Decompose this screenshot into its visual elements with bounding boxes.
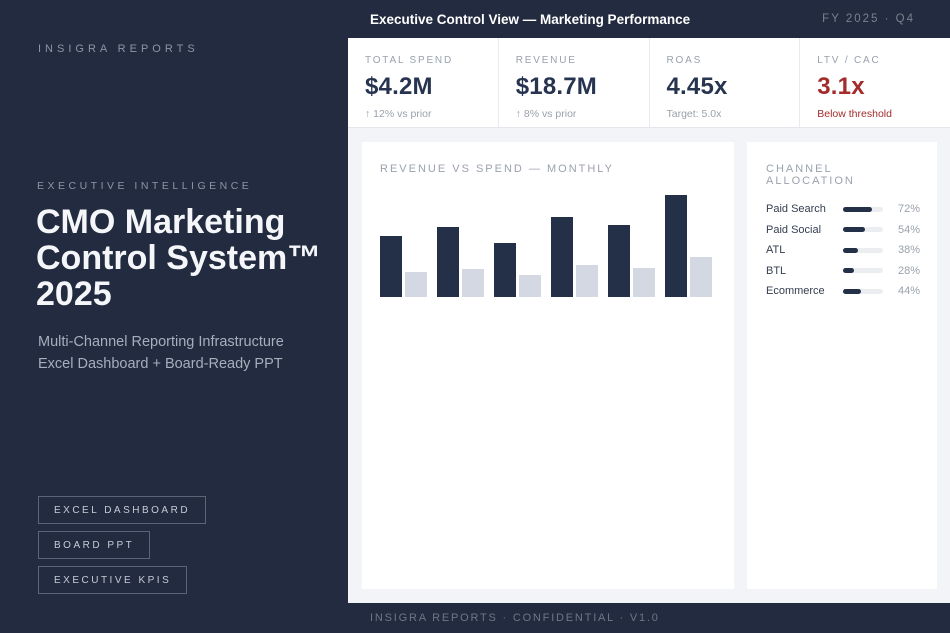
channel-percent: 72% — [897, 203, 920, 215]
footer-text: INSIGRA REPORTS · CONFIDENTIAL · V1.0 — [370, 612, 660, 624]
eyebrow-label: EXECUTIVE INTELLIGENCE — [37, 180, 253, 192]
revenue-bar — [380, 236, 402, 297]
header-period-badge: FY 2025 · Q4 — [822, 13, 915, 25]
kpi-label: LTV / CAC — [817, 55, 881, 66]
bar-group-5 — [608, 225, 655, 297]
kpi-revenue: REVENUE $18.7M ↑ 8% vs prior — [499, 38, 650, 127]
kpi-label: TOTAL SPEND — [365, 55, 453, 66]
content-area: Executive Control View — Marketing Perfo… — [348, 0, 950, 633]
bar-chart — [380, 185, 716, 297]
channel-row: Ecommerce 44% — [766, 285, 920, 297]
brand-name: INSIGRA REPORTS — [38, 43, 199, 55]
spend-bar — [633, 268, 655, 297]
spend-bar — [462, 269, 484, 297]
kpi-delta: ↑ 8% vs prior — [515, 108, 577, 120]
channel-percent: 28% — [897, 264, 920, 277]
spend-bar — [576, 265, 598, 297]
bar-group-2 — [437, 227, 484, 297]
channel-progress-fill — [843, 288, 861, 294]
kpi-strip: TOTAL SPEND $4.2M ↑ 12% vs prior REVENUE… — [348, 38, 950, 128]
revenue-bar — [608, 225, 630, 297]
revenue-bar — [551, 217, 573, 297]
channel-row: Paid Search 72% — [766, 203, 920, 215]
kpi-status: Below threshold — [817, 108, 892, 120]
kpi-ltv-cac: LTV / CAC 3.1x Below threshold — [800, 38, 950, 127]
channel-label: ATL — [766, 244, 786, 256]
channel-progress-fill — [843, 268, 854, 273]
kpi-roas: ROAS 4.45x Target: 5.0x — [650, 38, 801, 127]
channel-progress-fill — [843, 227, 865, 232]
channel-label: Paid Search — [766, 203, 826, 215]
kpi-delta: ↑ 12% vs prior — [365, 108, 432, 120]
kpi-target: Target: 5.0x — [666, 108, 722, 120]
executive-kpis-button[interactable]: EXECUTIVE KPIS — [38, 566, 188, 594]
top-header-bar: Executive Control View — Marketing Perfo… — [348, 0, 950, 38]
revenue-bar — [437, 227, 459, 297]
channel-row: Paid Social 54% — [766, 224, 920, 236]
channel-label: Ecommerce — [766, 285, 825, 297]
channel-progress-track — [843, 206, 883, 212]
excel-dashboard-button[interactable]: EXCEL DASHBOARD — [38, 496, 207, 524]
channel-progress-track — [843, 268, 883, 273]
channel-percent: 54% — [897, 223, 920, 236]
kpi-total-spend: TOTAL SPEND $4.2M ↑ 12% vs prior — [348, 38, 499, 127]
bar-group-4 — [551, 217, 598, 297]
kpi-value: $4.2M — [365, 73, 433, 100]
channel-percent: 38% — [897, 244, 920, 256]
sidebar: INSIGRA REPORTS EXECUTIVE INTELLIGENCE C… — [0, 0, 348, 633]
channel-progress-track — [843, 247, 883, 253]
channel-row: BTL 28% — [766, 265, 920, 277]
kpi-value: 4.45x — [666, 73, 728, 100]
kpi-label: ROAS — [666, 55, 703, 66]
channel-allocation-card: CHANNEL ALLOCATION Paid Search 72% Paid So… — [747, 142, 937, 589]
channel-progress-fill — [843, 247, 858, 253]
page-title: CMO Marketing Control System™ 2025 — [36, 203, 322, 313]
channel-progress-track — [843, 227, 883, 232]
channel-progress-track — [843, 288, 883, 294]
spend-bar — [405, 272, 427, 297]
channel-percent: 44% — [897, 285, 920, 297]
channel-card-title: CHANNEL ALLOCATION — [766, 163, 855, 187]
kpi-value: $18.7M — [515, 73, 598, 100]
bar-group-3 — [494, 243, 541, 297]
page-subtitle: Multi-Channel Reporting Infrastructure E… — [38, 332, 284, 375]
bar-group-1 — [380, 236, 427, 297]
revenue-vs-spend-card: REVENUE VS SPEND — MONTHLY — [362, 142, 734, 589]
channel-list: Paid Search 72% Paid Social 54% ATL 38% BTL 28%… — [766, 203, 920, 297]
chart-title: REVENUE VS SPEND — MONTHLY — [380, 163, 614, 175]
spend-bar — [690, 257, 712, 297]
header-title: Executive Control View — Marketing Perfo… — [370, 11, 691, 27]
channel-label: Paid Social — [766, 223, 822, 236]
channel-label: BTL — [766, 264, 787, 277]
dashboard-body: REVENUE VS SPEND — MONTHLY CHANNEL ALLOC… — [348, 128, 950, 603]
revenue-bar — [494, 243, 516, 297]
bar-group-6 — [665, 195, 712, 297]
kpi-value: 3.1x — [817, 73, 865, 100]
footer-bar: INSIGRA REPORTS · CONFIDENTIAL · V1.0 — [348, 603, 950, 633]
revenue-bar — [665, 195, 687, 297]
board-ppt-button[interactable]: BOARD PPT — [38, 531, 151, 559]
sidebar-actions: EXCEL DASHBOARD BOARD PPT EXECUTIVE KPIS — [38, 496, 207, 594]
subtitle-line-1: Multi-Channel Reporting Infrastructure — [38, 334, 284, 350]
channel-row: ATL 38% — [766, 244, 920, 256]
channel-progress-fill — [843, 206, 872, 212]
spend-bar — [519, 275, 541, 297]
kpi-label: REVENUE — [515, 55, 577, 66]
subtitle-line-2: Excel Dashboard + Board-Ready PPT — [38, 355, 283, 372]
